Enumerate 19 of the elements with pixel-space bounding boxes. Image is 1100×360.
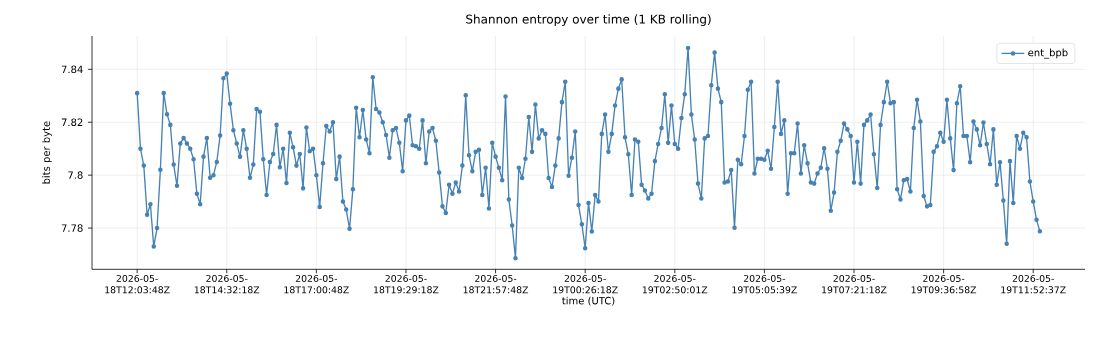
x-tick-label: 2026-05-18T12:03:48Z (105, 274, 170, 294)
y-tick-label: 7.82 (61, 118, 83, 127)
x-tick-label: 2026-05-19T02:50:01Z (642, 274, 708, 294)
x-tick-label: 2026-05-19T09:36:58Z (911, 274, 977, 294)
y-tick-label: 7.78 (61, 224, 83, 232)
x-tick-label: 2026-05-19T05:05:39Z (732, 274, 797, 294)
y-axis-title: bits per byte (42, 121, 52, 184)
x-tick-label: 2026-05-18T17:00:48Z (284, 274, 349, 294)
chart-title: Shannon entropy over time (1 KB rolling) (466, 14, 711, 26)
x-tick-label: 2026-05-19T11:52:37Z (1001, 274, 1066, 294)
x-tick-label: 2026-05-18T21:57:48Z (463, 274, 529, 294)
x-tick-label: 2026-05-18T14:32:18Z (194, 274, 260, 294)
x-tick-label: 2026-05-18T19:29:18Z (374, 274, 439, 294)
y-tick-label: 7.84 (61, 65, 83, 74)
x-tick-label: 2026-05-19T07:21:18Z (822, 274, 887, 294)
legend-label: ent_bpb (1028, 48, 1068, 59)
y-tick-label: 7.8 (68, 171, 83, 179)
x-tick-label: 2026-05-19T00:26:18Z (553, 274, 618, 294)
x-axis-title: time (UTC) (562, 296, 615, 306)
